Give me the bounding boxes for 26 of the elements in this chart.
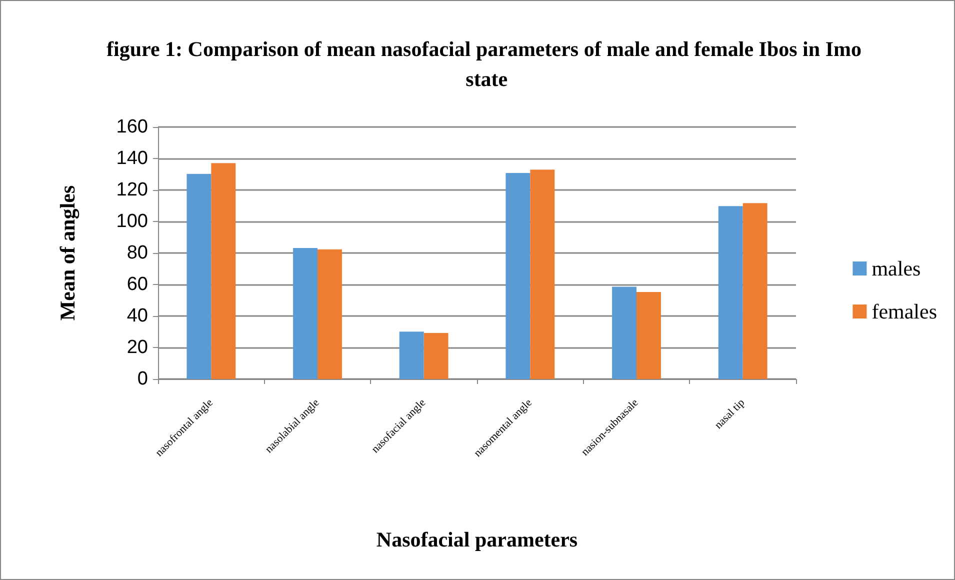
bar xyxy=(506,172,530,379)
y-tick-label: 120 xyxy=(116,180,148,200)
bar xyxy=(742,203,768,379)
bar xyxy=(211,163,236,379)
legend-label: males xyxy=(872,256,921,280)
bar xyxy=(293,248,318,379)
y-tick-label: 160 xyxy=(116,116,148,138)
y-tick-label: 20 xyxy=(126,337,148,358)
legend-label: females xyxy=(872,300,937,324)
chart-title: figure 1: Comparison of mean nasofacial parameters of male and female Ibos in Imo state xyxy=(106,37,862,91)
bar xyxy=(318,249,342,379)
y-tick-label: 0 xyxy=(137,368,148,390)
bar xyxy=(636,292,661,379)
y-tick-label: 60 xyxy=(126,274,148,295)
y-tick-label: 140 xyxy=(116,148,148,169)
y-tick-label: 80 xyxy=(126,242,148,264)
y-axis-title: Mean of angles xyxy=(56,185,80,321)
bar xyxy=(612,286,636,379)
bar xyxy=(530,170,555,379)
bar xyxy=(399,332,424,379)
bar xyxy=(424,333,448,379)
bar xyxy=(718,206,743,379)
x-axis-title: Nasofacial parameters xyxy=(376,528,578,552)
y-tick-label: 100 xyxy=(116,211,148,232)
y-tick-label: 40 xyxy=(126,306,148,326)
bar xyxy=(186,174,212,379)
